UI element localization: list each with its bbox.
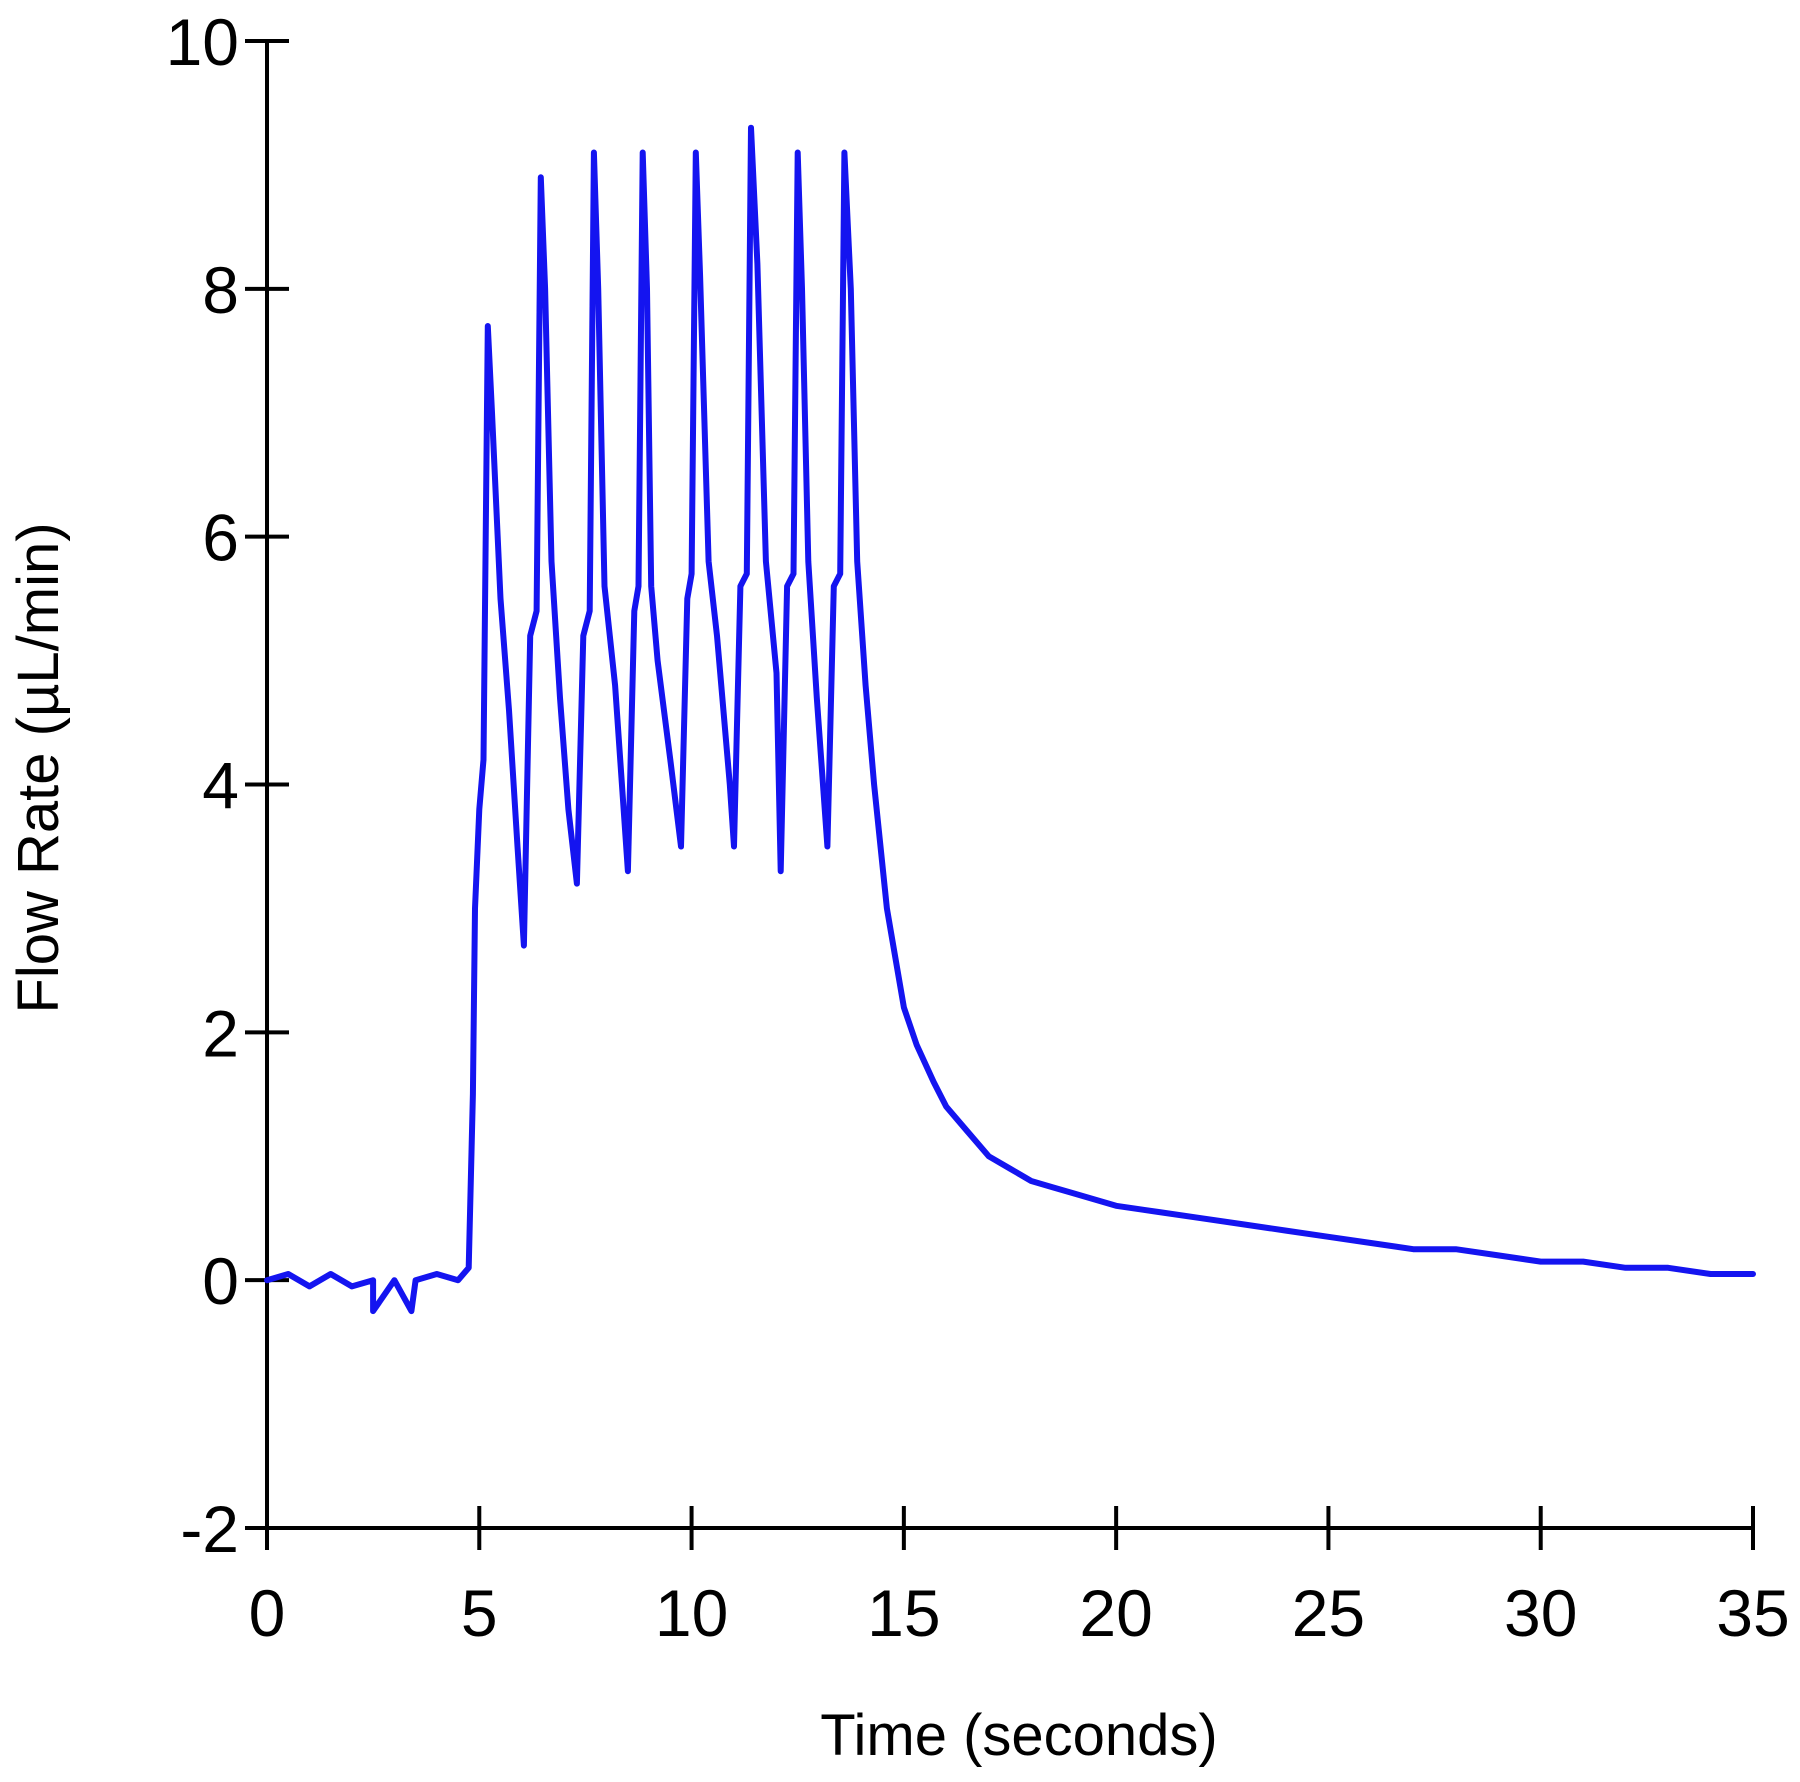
y-tick-label: 10 xyxy=(166,5,239,79)
y-tick-label: 2 xyxy=(202,996,239,1070)
y-tick-label: 8 xyxy=(202,253,239,327)
x-tick-label: 5 xyxy=(461,1576,498,1650)
plot-area xyxy=(264,124,1756,1315)
y-axis: -2 0 2 4 6 8 10 xyxy=(166,5,289,1566)
x-tick-label: 10 xyxy=(655,1576,728,1650)
x-tick-label: 25 xyxy=(1292,1576,1365,1650)
y-tick-label: 0 xyxy=(202,1244,239,1318)
x-axis-label: Time (seconds) xyxy=(820,1703,1218,1768)
x-tick-label: 20 xyxy=(1079,1576,1152,1650)
y-tick-label: 4 xyxy=(202,749,239,823)
x-tick-label: 15 xyxy=(867,1576,940,1650)
x-axis: 0 5 10 15 20 25 30 35 xyxy=(249,1506,1790,1650)
y-tick-label: 6 xyxy=(202,501,239,575)
y-tick-label: -2 xyxy=(180,1492,239,1566)
x-tick-label: 35 xyxy=(1716,1576,1789,1650)
series-line xyxy=(264,124,1756,1315)
x-tick-label: 0 xyxy=(249,1576,286,1650)
x-tick-label: 30 xyxy=(1504,1576,1577,1650)
y-axis-label: Flow Rate (µL/min) xyxy=(6,522,71,1013)
